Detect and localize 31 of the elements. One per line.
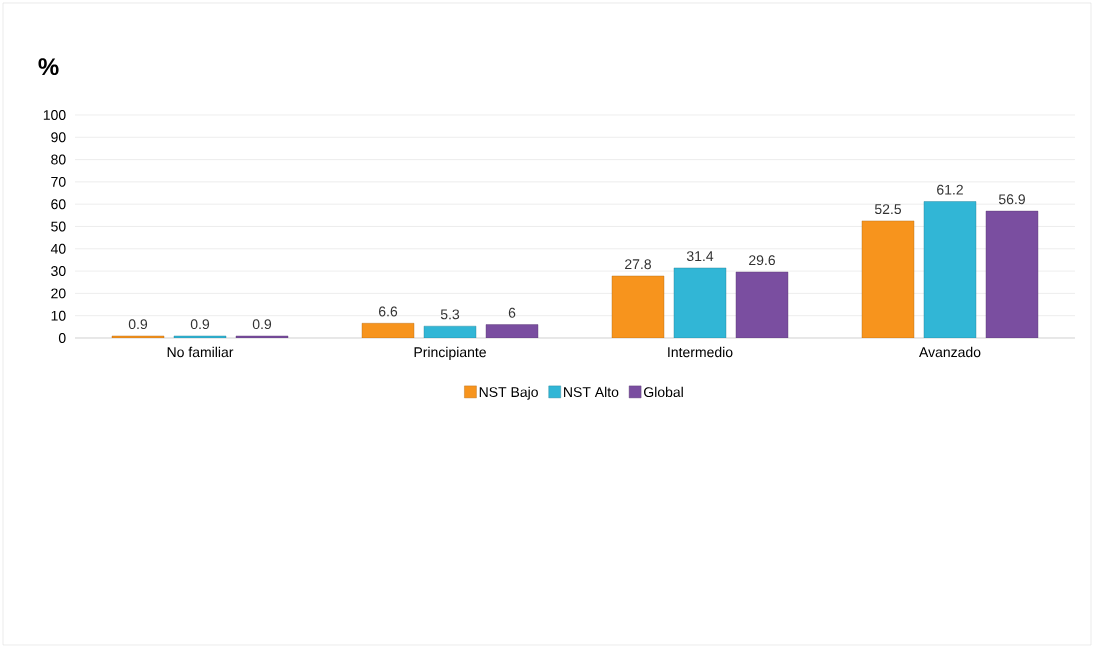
- data-label: 5.3: [440, 309, 460, 320]
- data-label: 0.9: [190, 319, 210, 330]
- y-tick-label: 30: [51, 266, 66, 277]
- y-tick-label: 80: [51, 154, 66, 165]
- x-tick-label: Principiante: [414, 346, 486, 360]
- data-label: 6: [508, 307, 516, 318]
- legend-label: Global: [644, 386, 683, 398]
- legend-label: NST Alto: [564, 386, 619, 398]
- x-tick-label: Intermedio: [668, 346, 733, 358]
- y-tick-label: 10: [51, 310, 66, 321]
- y-tick-label: 90: [51, 132, 66, 143]
- y-tick-label: 100: [43, 110, 66, 120]
- y-tick-label: 40: [50, 243, 66, 254]
- x-tick-label: Avanzado: [919, 346, 981, 358]
- y-tick-label: 60: [51, 199, 66, 210]
- legend-label: NST Bajo: [479, 386, 538, 400]
- y-tick-label: 70: [51, 176, 66, 187]
- y-tick-label: 50: [51, 221, 66, 232]
- data-label: 0.9: [128, 319, 148, 330]
- data-label: 56.9: [998, 194, 1025, 205]
- y-axis-title: %: [38, 58, 59, 76]
- data-label: 29.6: [749, 255, 775, 266]
- data-label: 6.6: [378, 306, 398, 317]
- data-label: 52.5: [874, 204, 902, 215]
- data-label: 27.8: [625, 259, 651, 270]
- data-label: 31.4: [686, 251, 714, 262]
- y-tick-label: 0: [58, 333, 66, 343]
- data-label: 61.2: [937, 184, 963, 195]
- data-label: 0.9: [252, 319, 272, 330]
- y-tick-label: 20: [51, 288, 66, 299]
- x-tick-label: No familiar: [167, 346, 234, 358]
